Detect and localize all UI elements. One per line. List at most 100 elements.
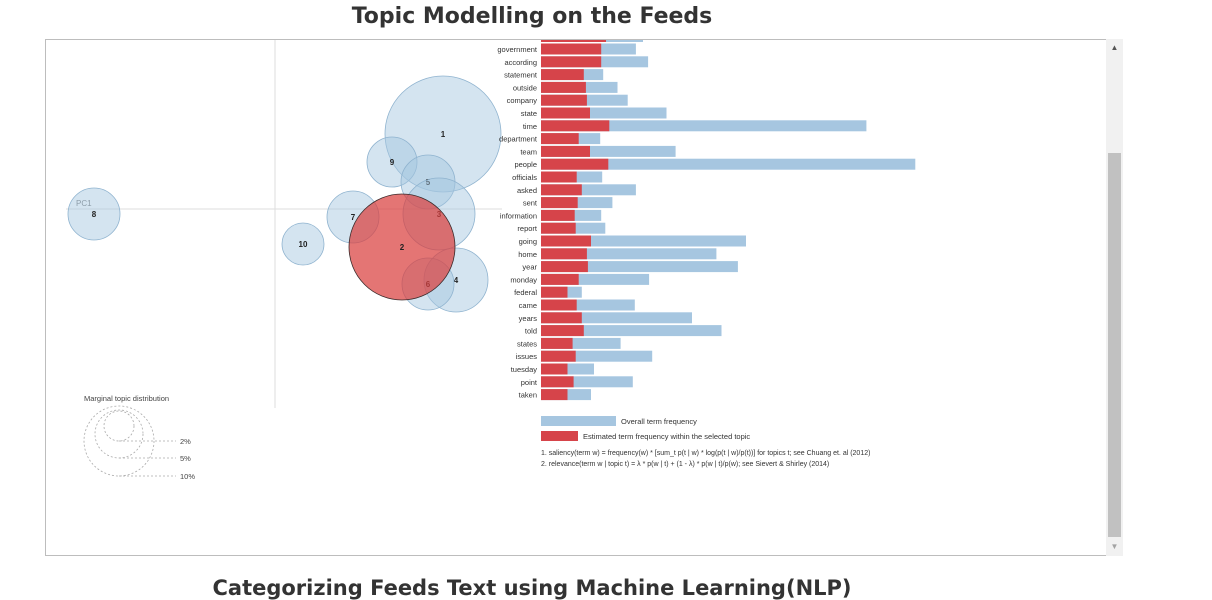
term-label[interactable]: officials xyxy=(512,173,537,182)
topic-circle-1[interactable] xyxy=(384,75,502,193)
term-bar-overall[interactable] xyxy=(541,248,717,260)
term-label[interactable]: team xyxy=(520,147,537,156)
term-bar-estimated[interactable] xyxy=(541,145,590,157)
term-row-people[interactable]: people xyxy=(514,158,916,170)
term-label[interactable]: government xyxy=(497,45,538,54)
term-bar-overall[interactable] xyxy=(541,350,653,362)
term-row-sent[interactable]: sent xyxy=(523,197,613,209)
term-label[interactable]: years xyxy=(519,314,538,323)
term-row-told[interactable]: told xyxy=(525,325,722,337)
term-bar-estimated[interactable] xyxy=(541,197,578,209)
term-row-asked[interactable]: asked xyxy=(517,184,636,196)
term-bar-overall[interactable] xyxy=(541,158,916,170)
term-label[interactable]: department xyxy=(499,135,538,144)
term-bar-estimated[interactable] xyxy=(541,158,609,170)
scroll-up-arrow-icon[interactable]: ▲ xyxy=(1110,43,1119,52)
term-row-company[interactable]: company xyxy=(507,94,628,106)
term-bar-overall[interactable] xyxy=(541,120,867,132)
term-bar-estimated[interactable] xyxy=(541,389,568,401)
term-label[interactable]: report xyxy=(517,224,538,233)
term-bar-overall[interactable] xyxy=(541,337,621,349)
term-bar-estimated[interactable] xyxy=(541,286,568,298)
term-label[interactable]: taken xyxy=(519,391,537,400)
term-row-point[interactable]: point xyxy=(521,376,633,388)
term-bar-overall[interactable] xyxy=(541,299,635,311)
term-bar-overall[interactable] xyxy=(541,312,692,324)
term-bar-overall[interactable] xyxy=(541,184,636,196)
term-label[interactable]: point xyxy=(521,378,538,387)
term-bar-estimated[interactable] xyxy=(541,350,576,362)
term-row-going[interactable]: going xyxy=(519,235,746,247)
term-bar-estimated[interactable] xyxy=(541,56,602,68)
term-bar-estimated[interactable] xyxy=(541,363,568,375)
term-bar-estimated[interactable] xyxy=(541,235,591,247)
term-bar-estimated[interactable] xyxy=(541,107,590,119)
term-bar-estimated[interactable] xyxy=(541,171,577,183)
term-row-years[interactable]: years xyxy=(519,312,692,324)
term-label[interactable]: sent xyxy=(523,199,538,208)
term-label[interactable]: told xyxy=(525,327,537,336)
term-label[interactable]: home xyxy=(518,250,537,259)
term-bar-overall[interactable] xyxy=(541,235,746,247)
term-bar-estimated[interactable] xyxy=(541,248,587,260)
term-bar-overall[interactable] xyxy=(541,261,738,273)
term-row-states[interactable]: states xyxy=(517,337,621,349)
term-row-government[interactable]: government xyxy=(497,43,636,55)
topic-bubble-10[interactable]: 10 xyxy=(281,222,325,266)
term-row-time[interactable]: time xyxy=(523,120,867,132)
term-bar-estimated[interactable] xyxy=(541,299,577,311)
term-bar-estimated[interactable] xyxy=(541,94,587,106)
term-label[interactable]: came xyxy=(519,301,537,310)
term-label[interactable]: issues xyxy=(516,352,538,361)
term-label[interactable]: company xyxy=(507,96,538,105)
term-label[interactable]: going xyxy=(519,237,537,246)
term-bar-overall[interactable] xyxy=(541,145,676,157)
term-label[interactable]: people xyxy=(514,160,537,169)
term-label[interactable]: monday xyxy=(510,275,537,284)
vertical-scrollbar[interactable]: ▲ ▼ xyxy=(1106,39,1123,556)
term-bar-estimated[interactable] xyxy=(541,69,584,81)
term-bar-estimated[interactable] xyxy=(541,376,574,388)
term-row-federal[interactable]: federal xyxy=(514,286,582,298)
term-bar-estimated[interactable] xyxy=(541,325,584,337)
topic-circle-2[interactable] xyxy=(348,193,456,301)
term-label[interactable]: states xyxy=(517,339,537,348)
term-row-outside[interactable]: outside xyxy=(513,81,618,93)
term-label[interactable]: information xyxy=(500,211,537,220)
term-bar-estimated[interactable] xyxy=(541,222,576,234)
term-bar-estimated[interactable] xyxy=(541,209,575,221)
topic-circle-10[interactable] xyxy=(281,222,325,266)
term-row-officials[interactable]: officials xyxy=(512,171,603,183)
term-bar-estimated[interactable] xyxy=(541,337,573,349)
term-bar-estimated[interactable] xyxy=(541,43,602,55)
term-bar-overall[interactable] xyxy=(541,325,722,337)
term-label[interactable]: statement xyxy=(504,71,538,80)
term-bar-estimated[interactable] xyxy=(541,120,610,132)
term-label[interactable]: according xyxy=(504,58,537,67)
term-bar-overall[interactable] xyxy=(541,273,650,285)
term-bar-overall[interactable] xyxy=(541,107,667,119)
term-bar-estimated[interactable] xyxy=(541,184,582,196)
term-bar-overall[interactable] xyxy=(541,376,633,388)
term-row-according[interactable]: according xyxy=(504,56,649,68)
term-row-taken[interactable]: taken xyxy=(519,389,591,401)
term-label[interactable]: time xyxy=(523,122,537,131)
term-row-came[interactable]: came xyxy=(519,299,635,311)
scroll-down-arrow-icon[interactable]: ▼ xyxy=(1110,542,1119,551)
term-bar-estimated[interactable] xyxy=(541,133,579,145)
term-bar-estimated[interactable] xyxy=(541,312,582,324)
term-row-report[interactable]: report xyxy=(517,222,606,234)
term-label[interactable]: federal xyxy=(514,288,537,297)
term-label[interactable]: year xyxy=(522,263,537,272)
term-row-statement[interactable]: statement xyxy=(504,69,604,81)
topic-bubble-1[interactable]: 1 xyxy=(384,75,502,193)
term-row-issues[interactable]: issues xyxy=(516,350,653,362)
topic-bubble-2[interactable]: 2 xyxy=(348,193,456,301)
term-bar-estimated[interactable] xyxy=(541,81,586,93)
scrollbar-thumb[interactable] xyxy=(1108,153,1121,537)
term-row-team[interactable]: team xyxy=(520,145,676,157)
term-row-information[interactable]: information xyxy=(500,209,602,221)
topic-circle-8[interactable] xyxy=(67,187,121,241)
topic-bubble-8[interactable]: 8 xyxy=(67,187,121,241)
topic-bubble-9[interactable]: 9 xyxy=(366,136,418,188)
